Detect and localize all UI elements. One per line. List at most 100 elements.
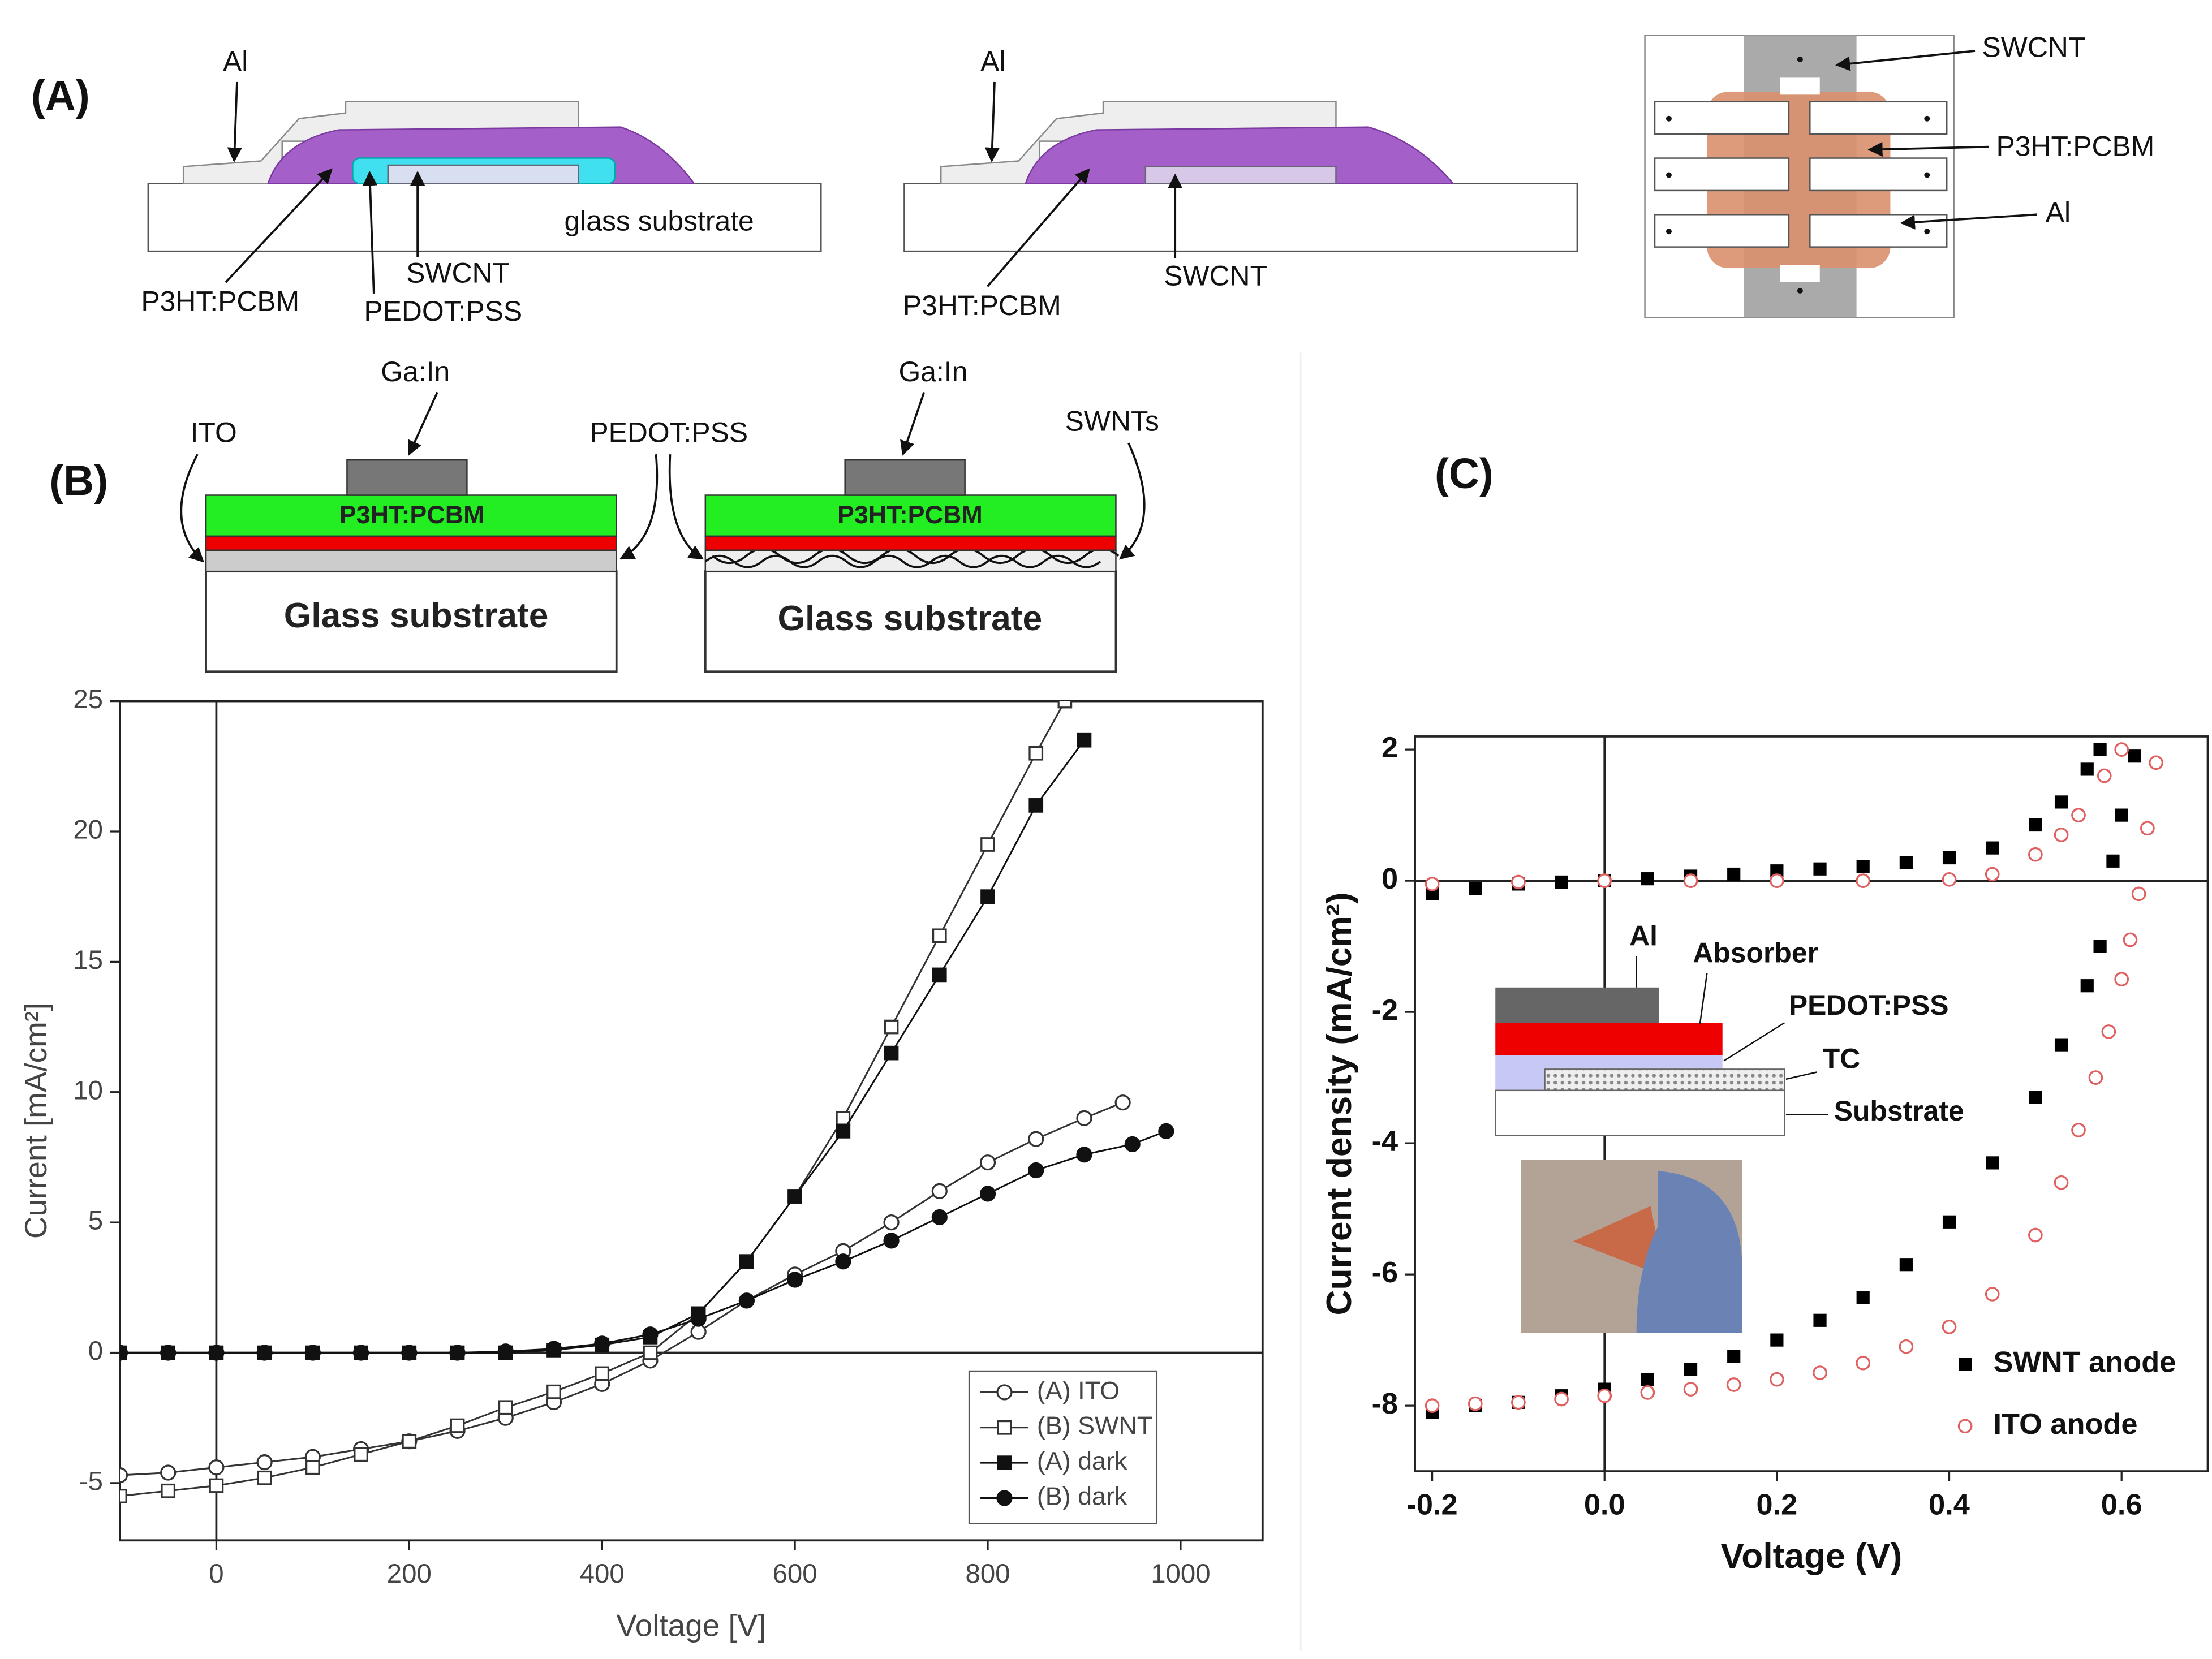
marker xyxy=(2028,847,2043,862)
label: Al xyxy=(1629,920,1658,952)
marker xyxy=(1985,867,2000,882)
marker xyxy=(1986,1156,1999,1170)
marker xyxy=(884,1045,899,1061)
diagram-b-right: Ga:In SWNTs P3HT:PCBM Glass substrate xyxy=(668,356,1159,673)
diagram-a-left: Al P3HT:PCBM SWCNT PEDOT:PSS glass subst… xyxy=(141,46,822,327)
marker xyxy=(931,1183,948,1199)
marker xyxy=(1597,1388,1612,1403)
marker xyxy=(2123,932,2138,947)
label: ITO xyxy=(191,416,237,448)
marker xyxy=(980,889,995,904)
series-line xyxy=(119,701,1066,1497)
marker xyxy=(498,1400,513,1415)
label: Al xyxy=(223,46,248,77)
marker xyxy=(119,1489,127,1503)
y-tick-label: 10 xyxy=(73,1075,103,1105)
marker xyxy=(787,1272,803,1288)
marker xyxy=(208,1459,225,1476)
marker xyxy=(1726,1377,1741,1392)
marker xyxy=(2115,808,2128,822)
legend-label: (A) ITO xyxy=(1037,1376,1120,1404)
y-tick-label: 5 xyxy=(88,1206,103,1236)
y-tick-label: 0 xyxy=(1382,863,1398,895)
panel-label: (B) xyxy=(49,456,108,504)
diagram-b-left: Ga:In ITO PEDOT:PSS P3HT:PCBM Glass subs… xyxy=(180,356,748,673)
marker xyxy=(1469,882,1482,895)
y-tick-label: -2 xyxy=(1372,994,1398,1027)
y-tick-label: 15 xyxy=(73,945,103,975)
marker xyxy=(2106,854,2120,868)
legend-label: (A) dark xyxy=(1037,1446,1127,1475)
marker xyxy=(1813,862,1827,876)
label: glass substrate xyxy=(564,205,754,236)
marker xyxy=(1158,1123,1174,1139)
series-line xyxy=(119,739,1085,1354)
marker xyxy=(1683,873,1698,888)
x-tick-label: 800 xyxy=(965,1559,1010,1589)
x-tick-label: 400 xyxy=(580,1559,625,1589)
layer-label: P3HT:PCBM xyxy=(837,500,983,529)
marker xyxy=(1899,856,1913,869)
plot-frame xyxy=(119,700,1264,1542)
marker xyxy=(931,1209,948,1226)
marker xyxy=(2054,1038,2068,1052)
marker xyxy=(161,1483,176,1498)
marker xyxy=(2054,795,2068,809)
marker xyxy=(1641,1373,1654,1386)
marker xyxy=(2093,940,2107,953)
marker xyxy=(1028,1131,1044,1147)
label: Al xyxy=(980,46,1005,77)
marker xyxy=(884,1019,899,1035)
label: P3HT:PCBM xyxy=(1996,130,2154,162)
x-axis-label: Voltage [V] xyxy=(616,1608,766,1643)
marker xyxy=(787,1189,802,1204)
marker xyxy=(2140,821,2155,836)
marker xyxy=(1076,1147,1092,1163)
marker xyxy=(1425,877,1440,891)
marker xyxy=(1813,1365,1827,1380)
layer-label: Glass substrate xyxy=(778,599,1043,638)
marker xyxy=(1899,1258,1913,1272)
legend-label: (B) SWNT xyxy=(1037,1411,1152,1440)
series-line xyxy=(119,1130,1167,1354)
y-tick-label: 2 xyxy=(1382,731,1398,764)
y-tick-label: -5 xyxy=(79,1466,103,1496)
marker xyxy=(642,1326,659,1343)
marker xyxy=(1640,1385,1655,1400)
legend-label: SWNT anode xyxy=(1993,1346,2176,1378)
plot xyxy=(119,701,1174,1503)
marker xyxy=(2029,818,2042,832)
marker xyxy=(738,1292,755,1309)
marker xyxy=(883,1214,900,1231)
marker xyxy=(352,1345,369,1361)
marker xyxy=(2131,886,2146,902)
marker xyxy=(2128,749,2141,763)
marker xyxy=(690,1324,707,1340)
marker xyxy=(932,967,947,983)
marker xyxy=(1770,1372,1784,1387)
legend-marker xyxy=(996,1490,1013,1506)
marker xyxy=(401,1345,418,1361)
plot-frame xyxy=(1414,735,2209,1472)
marker xyxy=(1942,851,1956,865)
marker xyxy=(2080,762,2094,776)
marker xyxy=(1727,1350,1741,1363)
label: PEDOT:PSS xyxy=(1789,989,1949,1021)
legend-marker xyxy=(997,1455,1012,1470)
label: P3HT:PCBM xyxy=(903,290,1061,321)
plot xyxy=(1425,742,2163,1419)
y-tick-label: -4 xyxy=(1372,1125,1398,1158)
diagram-a-middle: Al P3HT:PCBM SWCNT xyxy=(903,46,1578,321)
marker xyxy=(1684,1363,1698,1376)
y-tick-label: 25 xyxy=(73,684,103,714)
marker xyxy=(1028,1162,1044,1179)
diagram-a-right: SWCNT P3HT:PCBM Al xyxy=(1644,32,2154,318)
x-tick-label: 600 xyxy=(773,1559,817,1589)
x-tick-label: 0 xyxy=(209,1559,223,1589)
x-tick-label: -0.2 xyxy=(1406,1488,1457,1521)
marker xyxy=(545,1341,562,1357)
label: TC xyxy=(1823,1043,1860,1075)
x-tick-label: 0.4 xyxy=(1929,1488,1970,1521)
